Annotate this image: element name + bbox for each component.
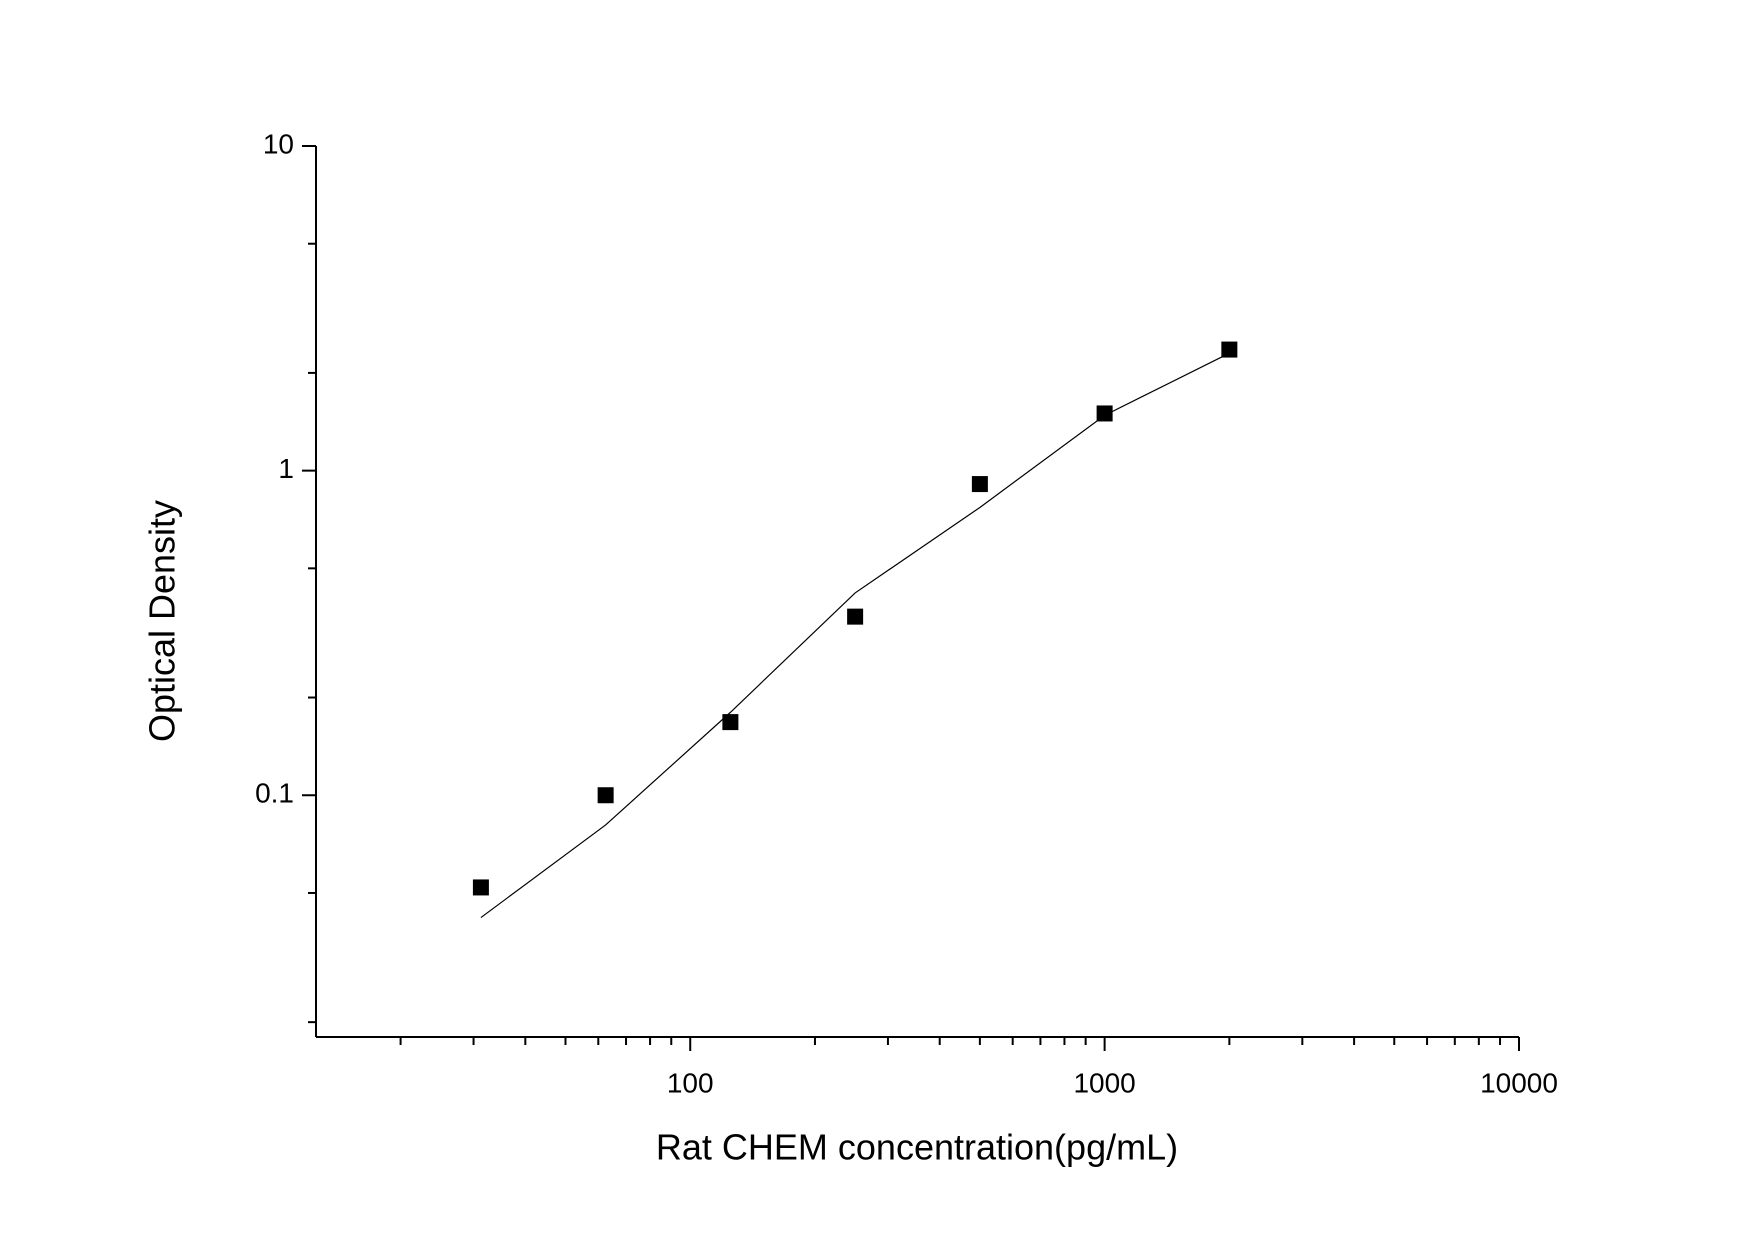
- data-point: [971, 476, 988, 493]
- data-point: [847, 608, 864, 625]
- x-tick-label: 1000: [1073, 1067, 1135, 1098]
- data-point: [1096, 405, 1113, 422]
- y-axis-title: Optical Density: [142, 500, 183, 742]
- x-axis-title: Rat CHEM concentration(pg/mL): [656, 1127, 1178, 1168]
- data-point: [1221, 341, 1238, 358]
- data-point: [597, 787, 614, 804]
- data-point: [472, 879, 489, 896]
- y-tick-label: 1: [278, 453, 294, 484]
- y-tick-label: 0.1: [255, 778, 294, 809]
- x-tick-label: 10000: [1480, 1067, 1558, 1098]
- data-point: [722, 714, 739, 731]
- x-tick-label: 100: [667, 1067, 714, 1098]
- fit-curve: [480, 352, 1230, 919]
- y-tick-label: 10: [263, 128, 294, 159]
